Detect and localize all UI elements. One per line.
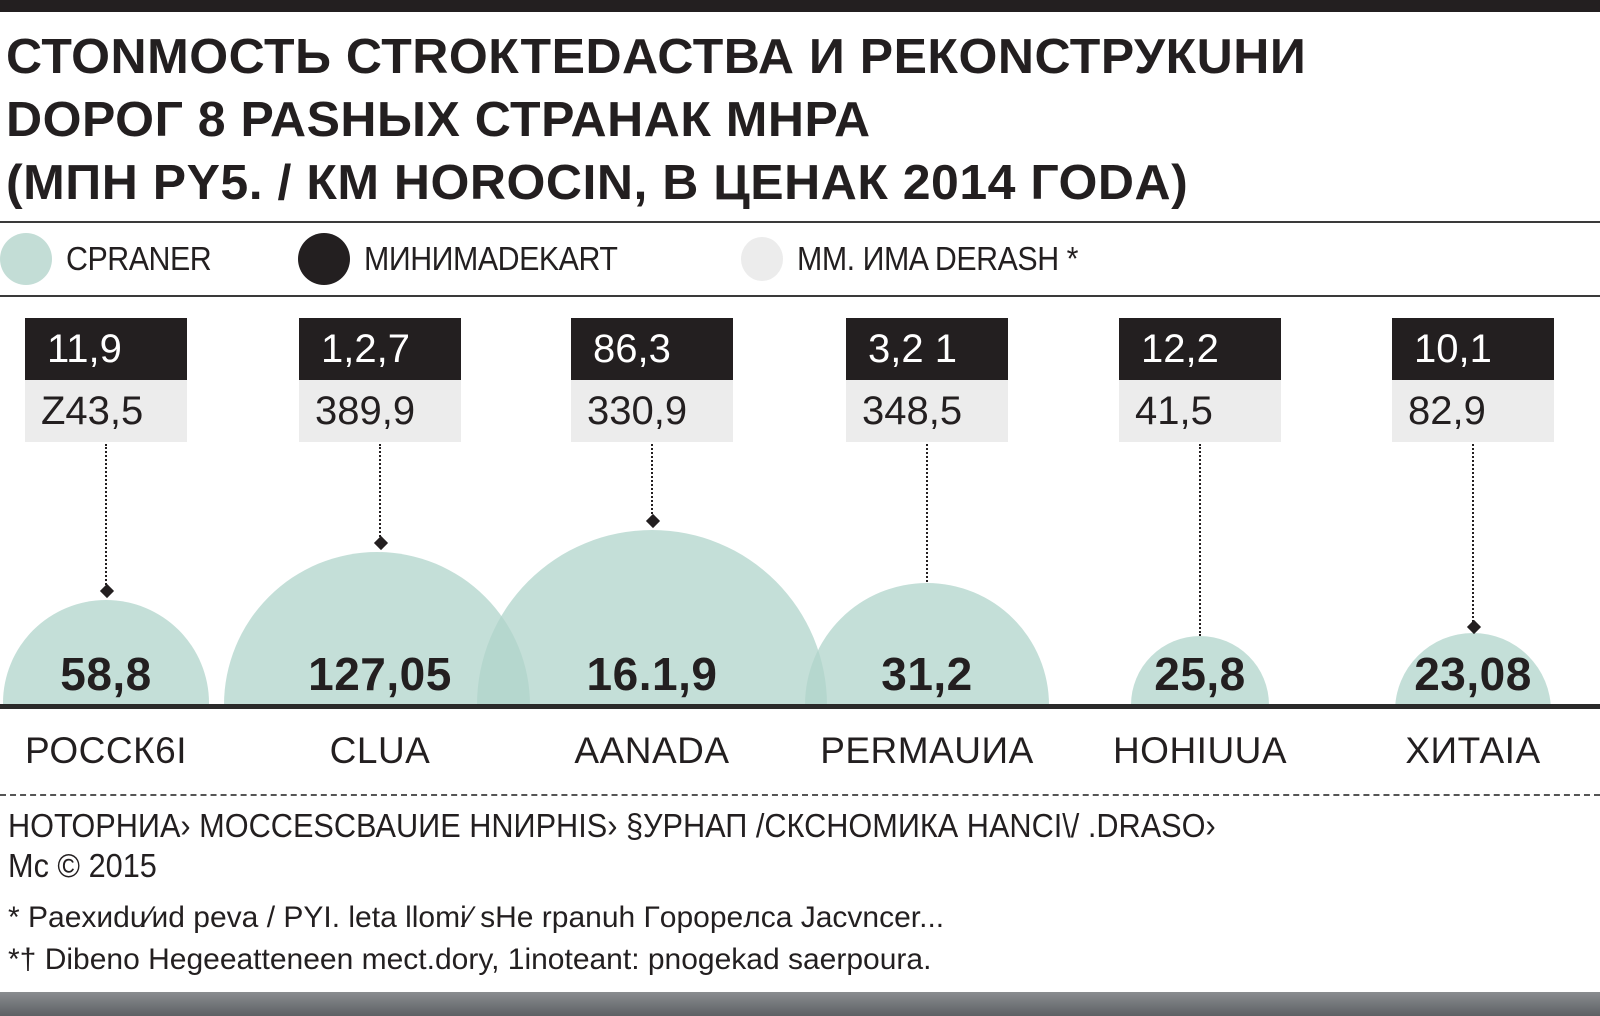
- maximum-swatch-icon: [741, 237, 783, 281]
- legend-label: CPRANER: [66, 240, 212, 277]
- title-line-3: (МПН РY5. / КМ НОRОCIN, В ЦЕНАК 2014 ГОD…: [6, 156, 1189, 210]
- average-value: 31,2: [881, 648, 973, 700]
- footer-divider: [0, 794, 1600, 796]
- top-bar: [0, 0, 1600, 12]
- legend: CPRANER МИНИМADEKART MM. ИMA DERASH *: [0, 232, 1600, 286]
- country-label-japan: HOHIUUA: [1112, 730, 1288, 771]
- legend-item-minimum: МИНИМADEKART: [298, 232, 640, 286]
- title-line-1: СТОNМОСТЬ СТRОКТЕDАСТВА И РЕКОNСТРУКUНИ: [6, 30, 1307, 84]
- minimum-swatch-icon: [298, 233, 350, 285]
- chart-title: СТОNМОСТЬ СТRОКТЕDАСТВА И РЕКОNСТРУКUНИ …: [6, 26, 1566, 215]
- min-value: 11,9: [25, 318, 187, 380]
- leader-line: [1199, 444, 1201, 636]
- country-label-germany: PERMAUИA: [820, 730, 1034, 771]
- average-value: 16.1,9: [586, 648, 718, 700]
- footnote-1: * Paexиdu∕иd peva / PYI. leta llomi∕ sHe…: [8, 901, 945, 934]
- title-divider: [0, 221, 1600, 223]
- min-value: 12,2: [1119, 318, 1281, 380]
- title-line-2: DОРОГ 8 РАSНЫХ СТРАНАК МНРА: [6, 93, 871, 147]
- average-value: 58,8: [60, 648, 152, 700]
- source-line-2: Mc © 2015: [8, 847, 157, 884]
- leader-line: [645, 444, 661, 529]
- min-value: 86,3: [571, 318, 733, 380]
- leader-line: [1466, 444, 1482, 635]
- average-value: 23,08: [1414, 648, 1532, 700]
- footnotes: * Paexиdu∕иd peva / PYI. leta llomi∕ sHe…: [8, 897, 1588, 981]
- chart-baseline: [0, 704, 1600, 709]
- max-value: 41,5: [1119, 380, 1281, 442]
- legend-label: МИНИМADEKART: [364, 240, 618, 277]
- legend-label: MM. ИMA DERASH *: [797, 240, 1078, 277]
- country-label-usa: CLUA: [329, 730, 431, 771]
- max-value: 330,9: [571, 380, 733, 442]
- max-value: 389,9: [299, 380, 461, 442]
- country-label-canada: AANADA: [574, 730, 730, 771]
- bubble-layer: [0, 300, 1600, 706]
- bubble-chart: 11,9 Z43,5 58,8 1,2,7 389,9 127,05 86,3 …: [0, 300, 1600, 712]
- bottom-bar: [0, 992, 1600, 1016]
- max-value: Z43,5: [25, 380, 187, 442]
- average-swatch-icon: [0, 233, 52, 285]
- country-label-russia: РОССК6I: [25, 730, 187, 771]
- legend-item-average: CPRANER: [0, 232, 224, 286]
- leader-line: [99, 444, 115, 599]
- legend-item-maximum: MM. ИMA DERASH *: [741, 232, 1102, 286]
- leader-line: [926, 444, 928, 582]
- max-value: 82,9: [1392, 380, 1554, 442]
- min-value: 10,1: [1392, 318, 1554, 380]
- max-value: 348,5: [846, 380, 1008, 442]
- min-value: 1,2,7: [299, 318, 461, 380]
- average-value: 25,8: [1154, 648, 1246, 700]
- country-label-china: ХИТАIA: [1405, 730, 1541, 771]
- average-value: 127,05: [308, 648, 452, 700]
- min-value: 3,2 1: [846, 318, 1008, 380]
- leader-line: [373, 444, 389, 551]
- footnote-2: *† Dibeno Hegeeatteneen mect.dory, 1inot…: [8, 943, 932, 976]
- legend-divider: [0, 295, 1600, 297]
- source-note: НОТОРНИА› МОССЕSСВАUИЕ НNИРHIS› §УРНАП /…: [8, 806, 1477, 886]
- source-line-1: НОТОРНИА› МОССЕSСВАUИЕ НNИРHIS› §УРНАП /…: [8, 807, 1216, 844]
